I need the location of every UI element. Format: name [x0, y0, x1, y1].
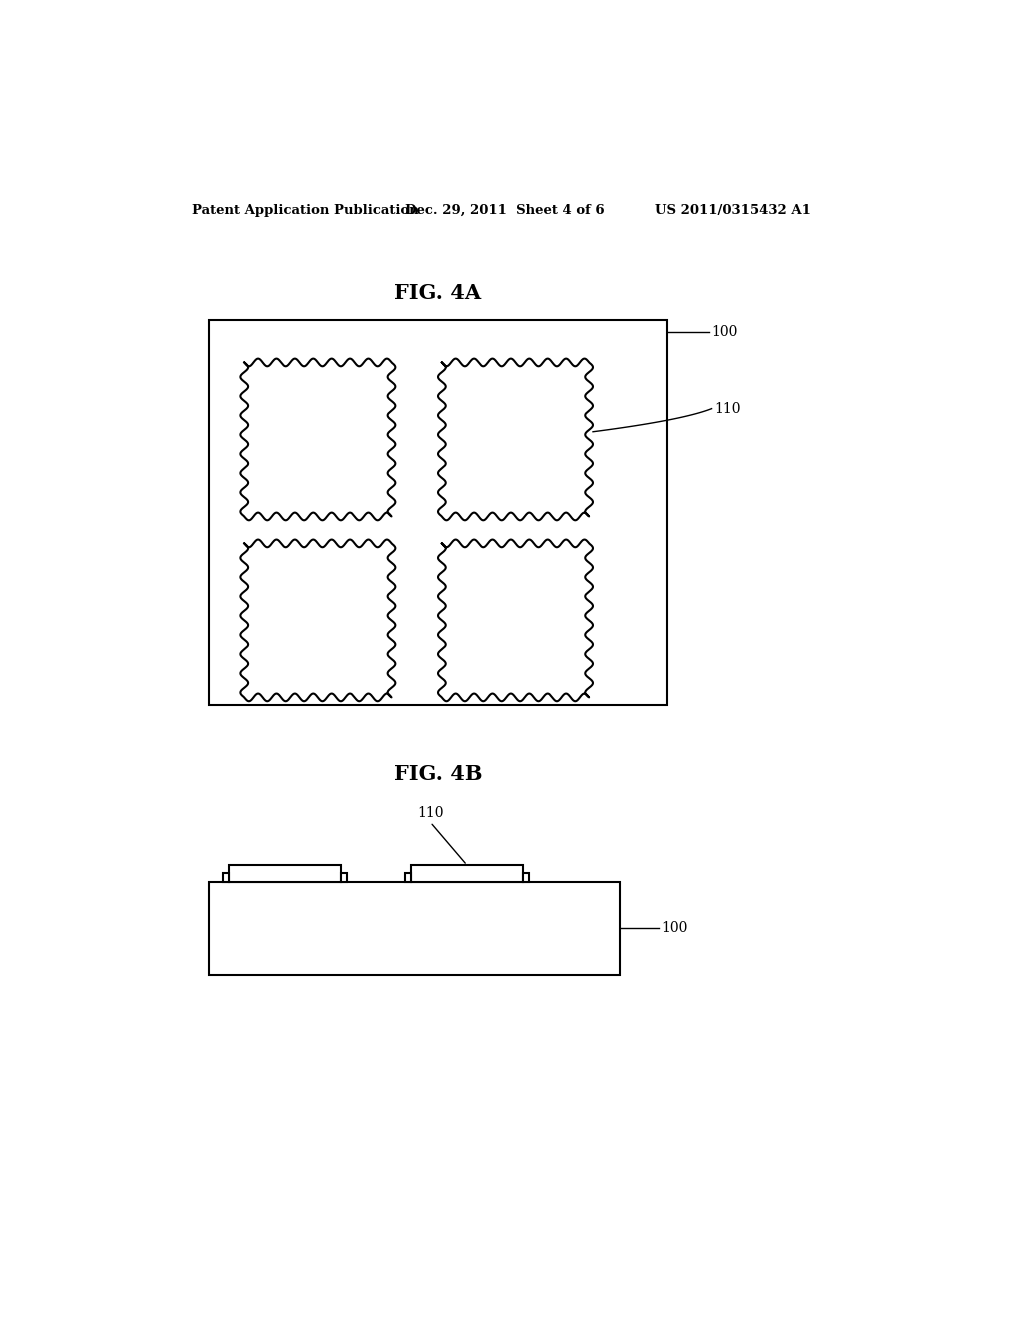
Bar	[228, 866, 341, 882]
Text: Patent Application Publication: Patent Application Publication	[191, 205, 418, 218]
Bar	[341, 873, 346, 882]
Bar	[411, 866, 523, 882]
Text: FIG. 4A: FIG. 4A	[394, 284, 481, 304]
Text: 110: 110	[714, 401, 740, 416]
Bar	[223, 873, 228, 882]
Bar	[523, 873, 528, 882]
Bar	[209, 882, 621, 974]
Text: 110: 110	[417, 807, 443, 820]
Bar	[209, 321, 667, 705]
Text: 100: 100	[662, 921, 687, 936]
Text: Dec. 29, 2011  Sheet 4 of 6: Dec. 29, 2011 Sheet 4 of 6	[406, 205, 605, 218]
Text: US 2011/0315432 A1: US 2011/0315432 A1	[655, 205, 811, 218]
Bar	[406, 873, 411, 882]
Text: 100: 100	[712, 325, 738, 339]
Text: FIG. 4B: FIG. 4B	[394, 764, 482, 784]
